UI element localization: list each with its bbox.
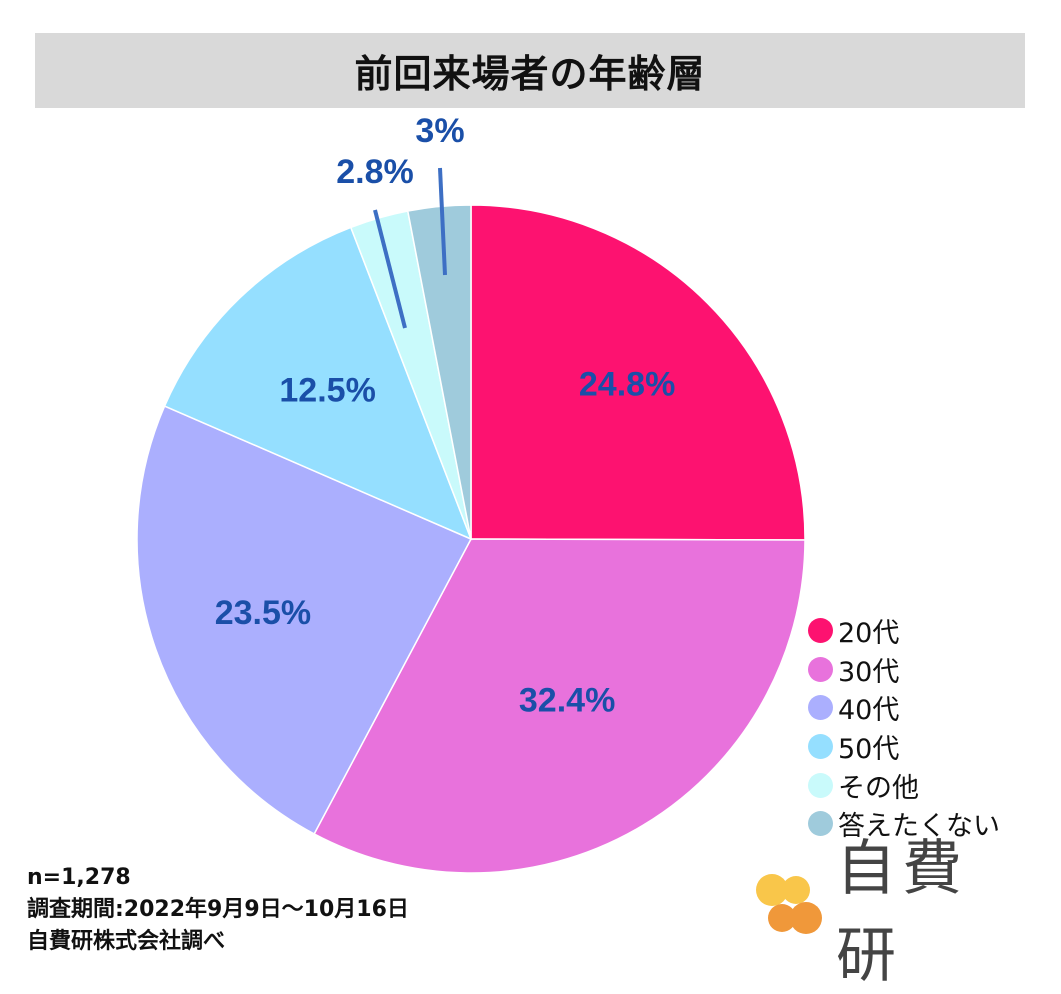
- pie-slice: [163, 226, 473, 541]
- pie-slice: [313, 538, 806, 874]
- legend-swatch: [808, 734, 833, 760]
- data-label: 24.8%: [579, 365, 675, 403]
- legend-swatch: [808, 772, 833, 798]
- legend-label: 答えたくない: [838, 811, 1000, 843]
- leader-line: [373, 209, 407, 329]
- survey-period: 調査期間:2022年9月9日～10月16日: [27, 897, 409, 922]
- legend-swatch: [808, 695, 833, 721]
- legend-item: 答えたくない: [808, 805, 1000, 843]
- logo-mark-icon: [750, 868, 828, 946]
- data-label: 2.8%: [336, 153, 414, 191]
- data-label: 32.4%: [519, 682, 615, 720]
- legend: 20代 30代 40代 50代その他答えたくない: [808, 612, 1000, 843]
- legend-swatch: [808, 618, 833, 644]
- legend-item: 20代: [808, 612, 1000, 650]
- pie-slice: [136, 405, 473, 835]
- legend-swatch: [808, 656, 833, 682]
- legend-item: その他: [808, 766, 1000, 804]
- title-bar: 前回来場者の年齢層: [35, 33, 1025, 108]
- pie-slice: [406, 204, 472, 540]
- sample-size: n=1,278: [27, 865, 131, 890]
- legend-label: その他: [838, 772, 919, 804]
- footnote: n=1,278 調査期間:2022年9月9日～10月16日 自費研株式会社調べ: [27, 862, 409, 958]
- company-logo: 自費研: [750, 834, 1030, 991]
- legend-label: 20代: [838, 618, 900, 650]
- data-label: 3%: [415, 112, 464, 150]
- data-label: 23.5%: [215, 594, 311, 632]
- legend-label: 40代: [838, 695, 900, 727]
- legend-label: 30代: [838, 656, 900, 688]
- pie-slice: [470, 204, 806, 541]
- leader-line: [438, 167, 447, 276]
- legend-label: 50代: [838, 734, 900, 766]
- legend-item: 50代: [808, 728, 1000, 766]
- logo-text: 自費研: [836, 834, 968, 991]
- chart-title: 前回来場者の年齢層: [354, 52, 706, 96]
- legend-item: 40代: [808, 689, 1000, 727]
- legend-item: 30代: [808, 651, 1000, 689]
- data-label: 12.5%: [279, 372, 375, 410]
- legend-swatch: [808, 811, 833, 837]
- source-note: 自費研株式会社調べ: [27, 929, 226, 954]
